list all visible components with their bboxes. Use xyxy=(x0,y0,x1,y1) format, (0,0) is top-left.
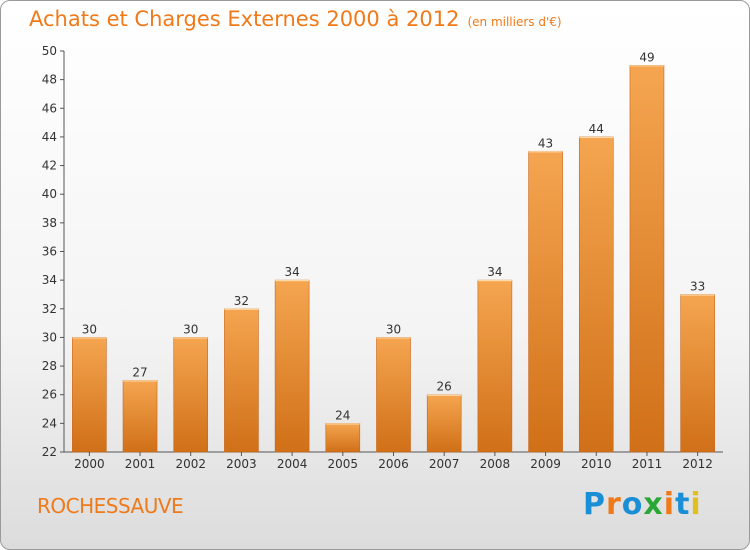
y-tick-label: 50 xyxy=(42,44,57,58)
bar xyxy=(173,337,209,453)
unit-label: (en milliers d'€) xyxy=(467,15,562,29)
logo-letter: x xyxy=(643,487,664,522)
y-tick-label: 36 xyxy=(42,245,57,259)
bar xyxy=(578,136,614,453)
data-label: 44 xyxy=(589,122,604,136)
commune-name: ROCHESSAUVE xyxy=(37,494,184,518)
data-label: 49 xyxy=(639,50,654,64)
x-tick-label: 2009 xyxy=(530,457,561,471)
bar xyxy=(274,279,310,453)
data-label: 30 xyxy=(386,322,401,336)
y-tick-label: 48 xyxy=(42,73,57,87)
data-label: 30 xyxy=(82,322,97,336)
y-tick-label: 42 xyxy=(42,159,57,173)
y-tick-label: 46 xyxy=(42,101,57,115)
logo-letter: i xyxy=(663,487,676,522)
data-label: 34 xyxy=(487,265,502,279)
logo-letter: t xyxy=(675,487,691,522)
x-tick-label: 2002 xyxy=(175,457,206,471)
bar xyxy=(680,294,715,453)
y-tick-label: 38 xyxy=(42,216,57,230)
x-tick-label: 2007 xyxy=(429,457,460,471)
title-text: Achats et Charges Externes 2000 à 2012 xyxy=(29,7,460,31)
data-label: 32 xyxy=(234,294,249,308)
x-tick-label: 2003 xyxy=(226,457,257,471)
y-tick-label: 22 xyxy=(42,445,57,459)
bar xyxy=(122,380,158,453)
data-label: 34 xyxy=(284,265,299,279)
bar xyxy=(325,423,361,453)
chart-title: Achats et Charges Externes 2000 à 2012 (e… xyxy=(29,7,562,31)
x-tick-label: 2001 xyxy=(125,457,156,471)
logo-letter: i xyxy=(690,487,702,522)
logo-letter: P xyxy=(583,487,606,522)
y-tick-label: 40 xyxy=(42,187,57,201)
bar xyxy=(376,337,411,453)
y-tick-label: 28 xyxy=(42,359,57,373)
y-tick-label: 24 xyxy=(42,416,57,430)
x-tick-label: 2005 xyxy=(328,457,359,471)
data-label: 26 xyxy=(437,380,452,394)
data-label: 30 xyxy=(183,322,198,336)
data-label: 24 xyxy=(335,408,350,422)
y-tick-label: 34 xyxy=(42,273,57,287)
bar xyxy=(224,308,259,453)
x-tick-label: 2004 xyxy=(277,457,308,471)
bar xyxy=(426,394,462,453)
bar xyxy=(629,65,665,453)
bar xyxy=(72,337,107,453)
x-tick-label: 2010 xyxy=(581,457,612,471)
data-label: 43 xyxy=(538,136,553,150)
logo-letter: o xyxy=(621,487,644,522)
proxiti-logo: Proxiti xyxy=(583,487,702,522)
x-tick-label: 2008 xyxy=(480,457,511,471)
logo-letter: r xyxy=(606,487,622,522)
bar xyxy=(477,279,513,453)
y-tick-label: 26 xyxy=(42,388,57,402)
x-tick-label: 2006 xyxy=(378,457,409,471)
y-tick-label: 44 xyxy=(42,130,57,144)
x-tick-label: 2000 xyxy=(74,457,105,471)
data-label: 33 xyxy=(690,279,705,293)
data-label: 27 xyxy=(132,365,147,379)
y-tick-label: 30 xyxy=(42,330,57,344)
y-tick-label: 32 xyxy=(42,302,57,316)
x-tick-label: 2011 xyxy=(632,457,663,471)
bar xyxy=(528,150,563,453)
x-tick-label: 2012 xyxy=(682,457,713,471)
